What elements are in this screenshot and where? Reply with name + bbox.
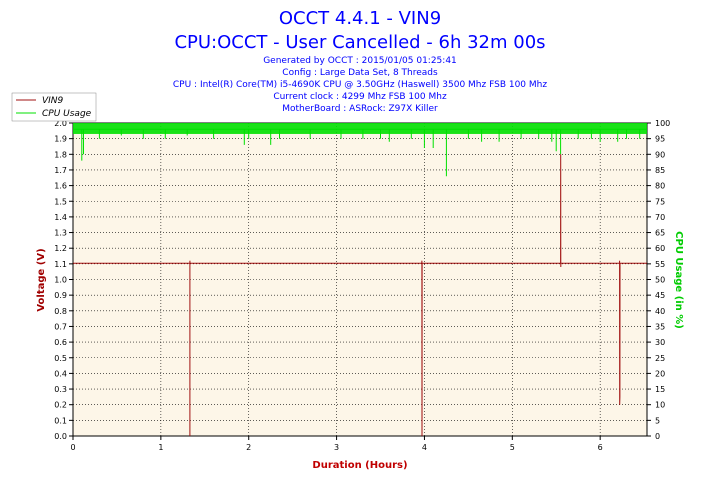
info-line-motherboard: MotherBoard : ASRock: Z97X Killer (282, 104, 438, 114)
y-left-tick-label: 1.7 (54, 166, 67, 175)
y-right-tick-label: 5 (655, 416, 660, 425)
info-block: Generated by OCCT : 2015/01/05 01:25:41 … (173, 56, 547, 114)
y-right-tick-label: 95 (655, 135, 665, 144)
y-left-axis-label: Voltage (V) (36, 248, 47, 311)
y-right-tick-label: 45 (655, 291, 665, 300)
y-left-tick-label: 0.3 (54, 385, 67, 394)
vin9-line (73, 154, 647, 437)
x-tick-label: 1 (158, 443, 163, 452)
y-left-tick-label: 1.3 (54, 229, 67, 238)
y-left-tick-label: 0.6 (54, 338, 67, 347)
y-right-tick-label: 85 (655, 166, 665, 175)
y-right-tick-label: 55 (655, 260, 665, 269)
legend: VIN9 CPU Usage (11, 92, 97, 122)
info-line-generated: Generated by OCCT : 2015/01/05 01:25:41 (263, 56, 457, 66)
y-right-tick-label: 60 (655, 244, 665, 253)
legend-vin9-label: VIN9 (42, 96, 64, 106)
y-left-tick-label: 0.0 (54, 432, 67, 441)
series-layer (73, 123, 647, 437)
plot-area (72, 122, 648, 437)
y-left-tick-label: 1.4 (54, 213, 67, 222)
info-line-config: Config : Large Data Set, 8 Threads (282, 68, 438, 78)
x-tick-label: 2 (246, 443, 251, 452)
info-line-clock: Current clock : 4299 Mhz FSB 100 Mhz (273, 92, 447, 102)
y-left-tick-label: 0.5 (54, 354, 67, 363)
y-left-tick-label: 1.6 (54, 182, 67, 191)
y-left-tick-label: 1.0 (54, 276, 67, 285)
y-left-tick-label: 1.1 (54, 260, 67, 269)
info-line-cpu: CPU : Intel(R) Core(TM) i5-4690K CPU @ 3… (173, 80, 547, 90)
x-tick-label: 0 (70, 443, 75, 452)
y-right-axis-label: CPU Usage (in %) (673, 231, 684, 329)
x-axis-label: Duration (Hours) (312, 460, 407, 471)
y-right-tick-label: 80 (655, 182, 665, 191)
y-right-tick-label: 35 (655, 322, 665, 331)
legend-cpu-label: CPU Usage (42, 109, 92, 119)
x-tick-label: 6 (598, 443, 603, 452)
y-left-tick-label: 0.9 (54, 291, 67, 300)
x-tick-label: 3 (334, 443, 339, 452)
y-right-tick-label: 0 (655, 432, 660, 441)
y-right-tick-label: 75 (655, 197, 665, 206)
y-right-tick-label: 10 (655, 401, 665, 410)
chart-title: OCCT 4.4.1 - VIN9 (279, 8, 441, 29)
y-left-tick-label: 0.7 (54, 322, 67, 331)
y-right-tick-label: 40 (655, 307, 665, 316)
y-right-tick-label: 90 (655, 150, 665, 159)
y-left-tick-label: 1.2 (54, 244, 67, 253)
y-right-tick-label: 50 (655, 276, 665, 285)
y-right-tick-label: 25 (655, 354, 665, 363)
chart-subtitle: CPU:OCCT - User Cancelled - 6h 32m 00s (174, 32, 545, 53)
x-tick-label: 5 (510, 443, 515, 452)
y-left-tick-label: 2.0 (54, 119, 67, 128)
y-right-tick-label: 100 (655, 119, 670, 128)
y-left-tick-label: 1.9 (54, 135, 67, 144)
y-left-tick-label: 1.8 (54, 150, 67, 159)
grid (73, 123, 647, 436)
x-tick-label: 4 (422, 443, 427, 452)
cpu-usage-band (73, 123, 647, 134)
y-left-tick-label: 0.1 (54, 416, 67, 425)
legend-box (11, 92, 97, 122)
y-left-tick-label: 0.2 (54, 401, 67, 410)
axes: 0 1 2 3 4 5 60.00.10.20.30.40.50.60.70.80.91.0… (54, 119, 670, 452)
y-right-tick-label: 20 (655, 369, 665, 378)
y-left-tick-label: 0.8 (54, 307, 67, 316)
y-left-tick-label: 0.4 (54, 369, 67, 378)
cpu-usage-line (73, 128, 647, 177)
y-right-tick-label: 70 (655, 213, 665, 222)
y-right-tick-label: 15 (655, 385, 665, 394)
y-left-tick-label: 1.5 (54, 197, 67, 206)
y-right-tick-label: 65 (655, 229, 665, 238)
y-right-tick-label: 30 (655, 338, 665, 347)
